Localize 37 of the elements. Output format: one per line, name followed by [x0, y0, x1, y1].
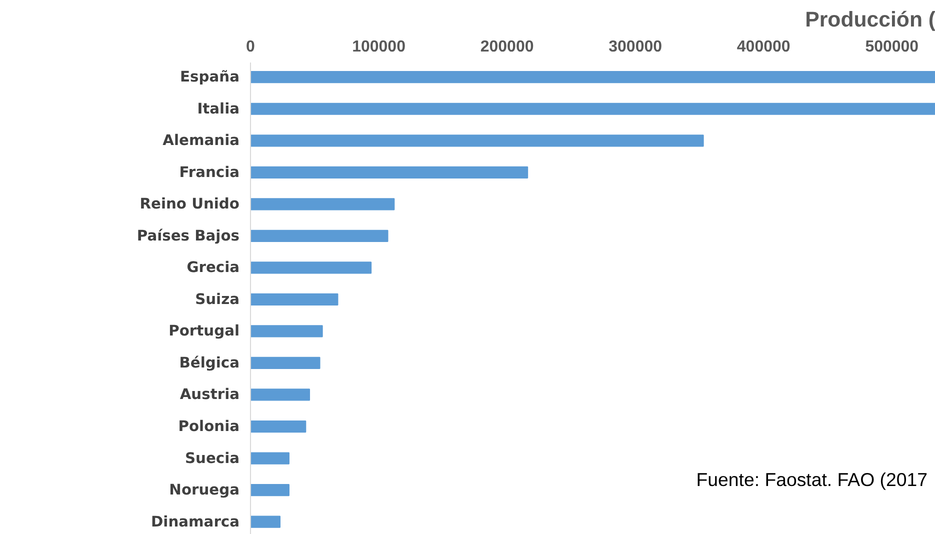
bar [250, 420, 306, 433]
bar [250, 516, 281, 528]
bar [250, 262, 372, 274]
bar [250, 230, 388, 242]
x-tick-label: 300000 [608, 38, 662, 56]
y-tick-label: Alemania [162, 132, 240, 150]
bar [250, 293, 338, 306]
bar [250, 102, 935, 115]
y-tick-label: Reino Unido [140, 196, 240, 213]
y-tick-label: Francia [179, 164, 240, 181]
bar [250, 166, 528, 178]
y-tick-label: Bélgica [179, 354, 240, 372]
y-tick-label: Portugal [168, 322, 240, 340]
y-tick-label: Austria [180, 386, 240, 404]
bar [250, 134, 704, 147]
bar [250, 325, 323, 338]
x-tick-label: 500000 [865, 38, 919, 56]
y-tick-label: Polonia [178, 418, 240, 436]
y-tick-label: Dinamarca [151, 513, 240, 530]
x-tick-label: 400000 [736, 38, 790, 56]
y-tick-label: Italia [197, 100, 240, 118]
x-tick-label: 0 [246, 38, 256, 56]
x-tick-label: 200000 [480, 38, 534, 56]
x-tick-label: 100000 [352, 38, 406, 56]
bar [250, 484, 290, 496]
bar [250, 388, 310, 401]
y-tick-label: Noruega [169, 482, 240, 499]
bar [250, 452, 290, 464]
y-tick-label: España [180, 68, 240, 86]
y-tick-label: Grecia [186, 259, 240, 276]
y-tick-label: Países Bajos [136, 227, 240, 244]
y-tick-label: Suiza [195, 290, 240, 308]
bar [250, 356, 320, 370]
annotation: Fuente: Faostat. FAO (2017 [696, 469, 928, 490]
y-tick-label: Suecia [184, 450, 240, 467]
bar [250, 71, 935, 84]
bar [250, 198, 395, 210]
